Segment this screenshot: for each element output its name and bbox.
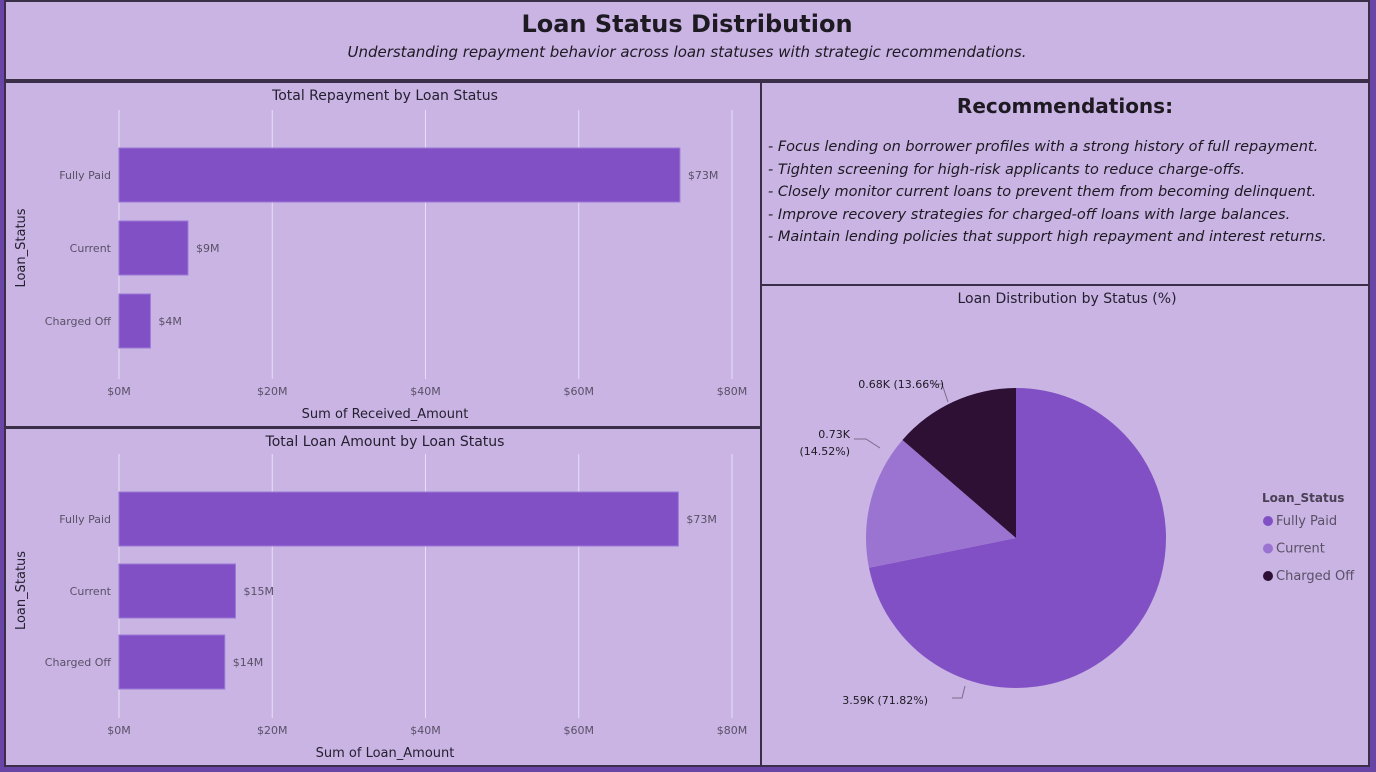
- recommendation-item: - Closely monitor current loans to preve…: [768, 184, 1317, 200]
- leader-line: [932, 383, 949, 403]
- x-tick-label: $60M: [564, 385, 595, 398]
- x-tick-label: $0M: [107, 385, 131, 398]
- x-tick-label: $60M: [564, 724, 595, 737]
- legend-marker: [1263, 571, 1273, 581]
- x-tick-label: $20M: [257, 385, 288, 398]
- recommendation-item: - Focus lending on borrower profiles wit…: [768, 139, 1319, 155]
- legend-marker: [1263, 543, 1273, 554]
- recommendations-list: - Focus lending on borrower profiles wit…: [768, 136, 1368, 249]
- data-label: $14M: [233, 656, 264, 669]
- y-tick-label: Current: [70, 585, 112, 598]
- legend-title: Loan_Status: [1262, 491, 1344, 506]
- chart-title: Total Loan Amount by Loan Status: [265, 434, 505, 450]
- x-tick-label: $40M: [410, 724, 441, 737]
- repayment-bar-chart: Total Repayment by Loan Status $0M $20M $40…: [4, 81, 762, 428]
- page-title: Loan Status Distribution: [521, 10, 853, 38]
- data-label: 0.68K (13.66%): [858, 378, 944, 391]
- data-label: (14.52%): [799, 445, 850, 458]
- bar: [118, 491, 679, 547]
- pie-slice: [866, 439, 1016, 568]
- bar: [118, 147, 681, 203]
- data-label: $4M: [158, 315, 182, 328]
- x-axis-label: Sum of Loan_Amount: [316, 746, 455, 761]
- bar: [118, 634, 226, 690]
- page-subtitle: Understanding repayment behavior across …: [347, 43, 1027, 61]
- bar: [118, 563, 236, 619]
- y-axis-label: Loan_Status: [14, 208, 29, 287]
- legend-marker: [1263, 516, 1273, 526]
- data-label: 3.59K (71.82%): [842, 694, 928, 707]
- pie-slice: [902, 388, 1016, 538]
- leader-line: [952, 685, 966, 699]
- data-label: 0.73K: [818, 428, 850, 441]
- chart-title: Total Repayment by Loan Status: [271, 88, 498, 104]
- recommendation-item: - Maintain lending policies that support…: [768, 229, 1327, 245]
- y-tick-label: Charged Off: [45, 315, 112, 328]
- leader-line: [854, 438, 881, 449]
- x-axis-label: Sum of Received_Amount: [302, 407, 469, 422]
- header: Loan Status Distribution Understanding r…: [4, 0, 1370, 81]
- x-tick-label: $80M: [717, 724, 748, 737]
- y-tick-label: Current: [70, 242, 112, 255]
- legend-item: Current: [1276, 542, 1325, 557]
- x-tick-label: $20M: [257, 724, 288, 737]
- chart-title: Loan Distribution by Status (%): [957, 291, 1176, 307]
- y-axis-label: Loan_Status: [14, 551, 29, 630]
- loan-amount-bar-chart: Total Loan Amount by Loan Status $0M $20M $…: [4, 427, 762, 767]
- recommendation-item: - Improve recovery strategies for charge…: [768, 206, 1291, 223]
- bar: [118, 220, 189, 276]
- loan-distribution-pie-chart: Loan Distribution by Status (%) 3.59K (71…: [760, 284, 1370, 767]
- x-tick-label: $40M: [410, 385, 441, 398]
- x-tick-label: $0M: [107, 724, 131, 737]
- data-label: $9M: [196, 242, 220, 255]
- pie-slice: [868, 388, 1166, 688]
- legend-item: Fully Paid: [1276, 514, 1337, 529]
- data-label: $73M: [688, 169, 719, 182]
- data-label: $73M: [686, 513, 717, 526]
- recommendation-item: - Tighten screening for high-risk applic…: [768, 161, 1246, 178]
- bar: [118, 293, 151, 349]
- legend-item: Charged Off: [1276, 569, 1355, 584]
- y-tick-label: Fully Paid: [59, 169, 111, 182]
- y-tick-label: Charged Off: [45, 656, 112, 669]
- recommendations-title: Recommendations:: [956, 94, 1174, 118]
- x-tick-label: $80M: [717, 385, 748, 398]
- recommendations-panel: Recommendations: - Focus lending on borr…: [760, 81, 1370, 286]
- data-label: $15M: [243, 585, 274, 598]
- y-tick-label: Fully Paid: [59, 513, 111, 526]
